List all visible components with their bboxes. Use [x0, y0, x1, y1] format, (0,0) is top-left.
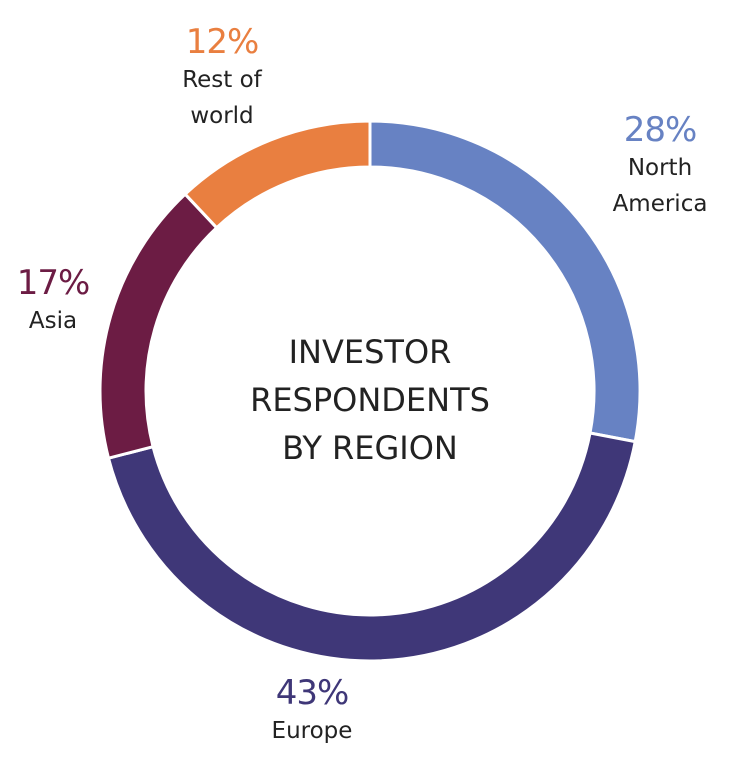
segment-label: 28% North America	[605, 110, 715, 222]
category-label: Europe	[271, 718, 353, 744]
donut-segment	[106, 431, 637, 663]
value-label: 43%	[275, 673, 350, 713]
donut-segment	[183, 119, 372, 230]
segment-label: 12% Rest of world	[177, 22, 267, 134]
value-label: 17%	[16, 263, 91, 303]
segment-label: 17% Asia	[0, 263, 108, 339]
category-label: Asia	[28, 308, 78, 334]
donut-segment	[98, 192, 219, 460]
category-label: Rest of world	[182, 67, 262, 129]
category-label: North America	[612, 155, 708, 217]
chart-title: INVESTOR RESPONDENTS BY REGION	[250, 333, 490, 467]
value-label: 28%	[623, 110, 698, 150]
value-label: 12%	[185, 22, 260, 62]
segment-label: 43% Europe	[242, 673, 382, 749]
